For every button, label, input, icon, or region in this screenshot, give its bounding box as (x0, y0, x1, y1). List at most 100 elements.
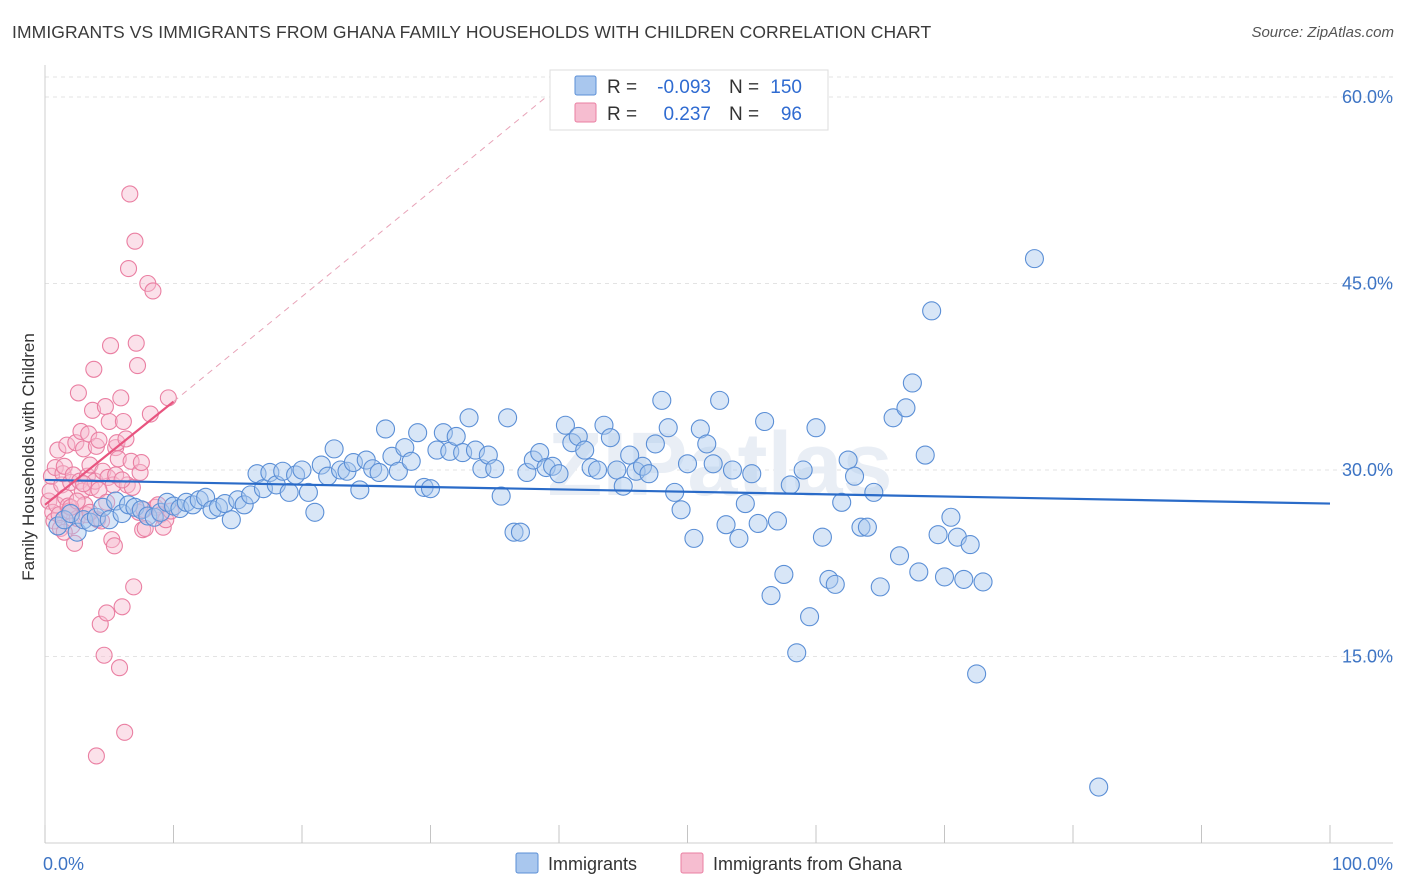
ghana-point-39 (90, 431, 108, 449)
immigrants-point-135 (922, 301, 942, 321)
ghana-point-56 (112, 389, 130, 407)
legend-r-label: R = (607, 77, 637, 98)
immigrants-point-87 (607, 460, 627, 480)
immigrants-point-95 (658, 418, 678, 438)
immigrants-point-131 (896, 398, 916, 418)
immigrants-point-118 (806, 418, 826, 438)
ghana-point-12 (55, 457, 73, 475)
gridlines (45, 76, 1393, 657)
ghana-point-55 (110, 659, 129, 677)
x-tick-label-0: 0.0% (43, 854, 84, 874)
immigrants-point-102 (703, 454, 723, 474)
y-tick-label-2: 45.0% (1342, 274, 1393, 294)
immigrants-point-68 (485, 459, 505, 479)
ghana-trend-extension (173, 96, 547, 403)
ghana-point-67 (126, 232, 144, 250)
immigrants-point-98 (677, 454, 698, 474)
immigrants-point-133 (909, 562, 929, 582)
immigrants-point-122 (832, 492, 852, 512)
immigrants-point-119 (812, 527, 832, 547)
immigrants-point-94 (652, 390, 672, 410)
immigrants-point-28 (228, 490, 248, 510)
ghana-point-68 (127, 334, 145, 352)
y-tick-label-3: 60.0% (1342, 87, 1393, 107)
immigrants-point-114 (780, 475, 800, 495)
immigrants-point-41 (311, 455, 331, 475)
ghana-trend-line (44, 400, 175, 506)
immigrants-point-29 (234, 495, 254, 515)
ghana-point-78 (144, 282, 162, 300)
bottom-swatch-immigrants (515, 852, 539, 874)
immigrants-point-127 (864, 482, 884, 502)
immigrants-point-120 (819, 569, 839, 589)
ghana-point-44 (96, 398, 114, 416)
ghana-point-69 (128, 357, 147, 375)
immigrants-point-56 (408, 423, 428, 443)
immigrants-point-70 (498, 408, 518, 428)
immigrants-points (48, 249, 1109, 797)
immigrants-point-60 (433, 423, 453, 443)
legend-swatch-immigrants (574, 75, 597, 96)
immigrants-point-58 (420, 479, 441, 499)
immigrants-point-71 (504, 522, 524, 542)
immigrants-point-125 (851, 517, 871, 537)
ghana-point-51 (105, 537, 123, 555)
immigrants-point-107 (735, 494, 755, 514)
immigrants-point-26 (215, 494, 235, 514)
immigrants-point-77 (543, 456, 563, 476)
bottom-label-ghana: Immigrants from Ghana (713, 854, 903, 874)
immigrants-point-86 (600, 428, 620, 448)
legend-n-label-2: N = (729, 104, 759, 125)
legend-n-ghana: 96 (781, 104, 802, 125)
immigrants-point-64 (459, 408, 479, 428)
trend-lines (44, 96, 1331, 506)
ghana-point-72 (132, 453, 150, 472)
immigrants-point-144 (1024, 249, 1044, 269)
ghana-point-66 (125, 578, 143, 596)
ghana-point-62 (119, 260, 138, 278)
legend-n-immigrants: 150 (770, 77, 802, 98)
immigrants-point-101 (697, 434, 717, 454)
ghana-point-23 (69, 384, 87, 402)
chart-title: IMMIGRANTS VS IMMIGRANTS FROM GHANA FAMI… (12, 22, 932, 42)
immigrants-point-110 (755, 411, 775, 432)
immigrants-point-9 (106, 491, 126, 511)
axes (44, 65, 1393, 844)
ghana-point-84 (159, 389, 177, 407)
immigrants-point-140 (954, 569, 974, 589)
immigrants-point-47 (350, 480, 370, 500)
immigrants-point-145 (1089, 777, 1109, 797)
immigrants-point-91 (632, 456, 653, 476)
immigrants-point-112 (767, 511, 788, 531)
immigrants-point-82 (575, 440, 595, 460)
immigrants-point-62 (446, 426, 466, 446)
immigrants-point-124 (844, 466, 865, 486)
legend-n-label: N = (729, 77, 759, 98)
immigrants-point-69 (491, 486, 511, 506)
immigrants-point-14 (138, 506, 158, 526)
immigrants-point-113 (774, 564, 794, 584)
immigrants-point-38 (292, 460, 312, 480)
ghana-point-7 (49, 441, 67, 459)
immigrants-point-109 (748, 513, 768, 534)
immigrants-point-141 (960, 535, 980, 555)
bottom-swatch-ghana (680, 852, 704, 874)
immigrants-point-25 (208, 497, 229, 517)
ghana-point-48 (101, 337, 120, 355)
immigrants-point-65 (465, 440, 486, 460)
ghana-points (40, 185, 180, 765)
y-tick-label-0: 15.0% (1342, 647, 1393, 667)
immigrants-point-103 (710, 390, 730, 410)
immigrants-point-143 (973, 572, 993, 592)
legend-swatch-ghana (574, 102, 597, 123)
immigrants-point-73 (517, 462, 537, 483)
ghana-point-91 (87, 747, 105, 765)
immigrants-point-138 (941, 507, 961, 527)
immigrants-point-129 (883, 408, 903, 428)
immigrants-point-39 (298, 482, 318, 502)
ghana-point-95 (113, 471, 131, 489)
immigrants-point-92 (639, 464, 659, 484)
legend-r-ghana: 0.237 (663, 104, 711, 125)
x-tick-label-1: 100.0% (1332, 854, 1393, 874)
ghana-point-58 (114, 412, 132, 431)
